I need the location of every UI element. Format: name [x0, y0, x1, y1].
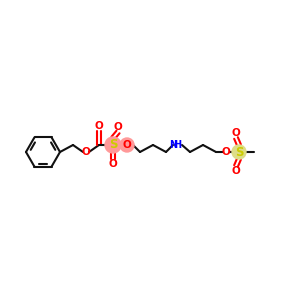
Text: O: O: [232, 166, 240, 176]
Text: O: O: [222, 147, 230, 157]
Text: O: O: [109, 159, 117, 169]
Text: O: O: [123, 140, 131, 150]
Circle shape: [105, 137, 121, 153]
Text: H: H: [173, 140, 181, 150]
Text: O: O: [114, 122, 122, 132]
Text: N: N: [169, 140, 177, 150]
Circle shape: [232, 145, 246, 159]
Text: O: O: [232, 128, 240, 138]
Text: O: O: [94, 121, 103, 131]
Text: S: S: [235, 146, 243, 158]
Circle shape: [120, 138, 134, 152]
Text: O: O: [82, 147, 90, 157]
Text: S: S: [109, 139, 117, 152]
